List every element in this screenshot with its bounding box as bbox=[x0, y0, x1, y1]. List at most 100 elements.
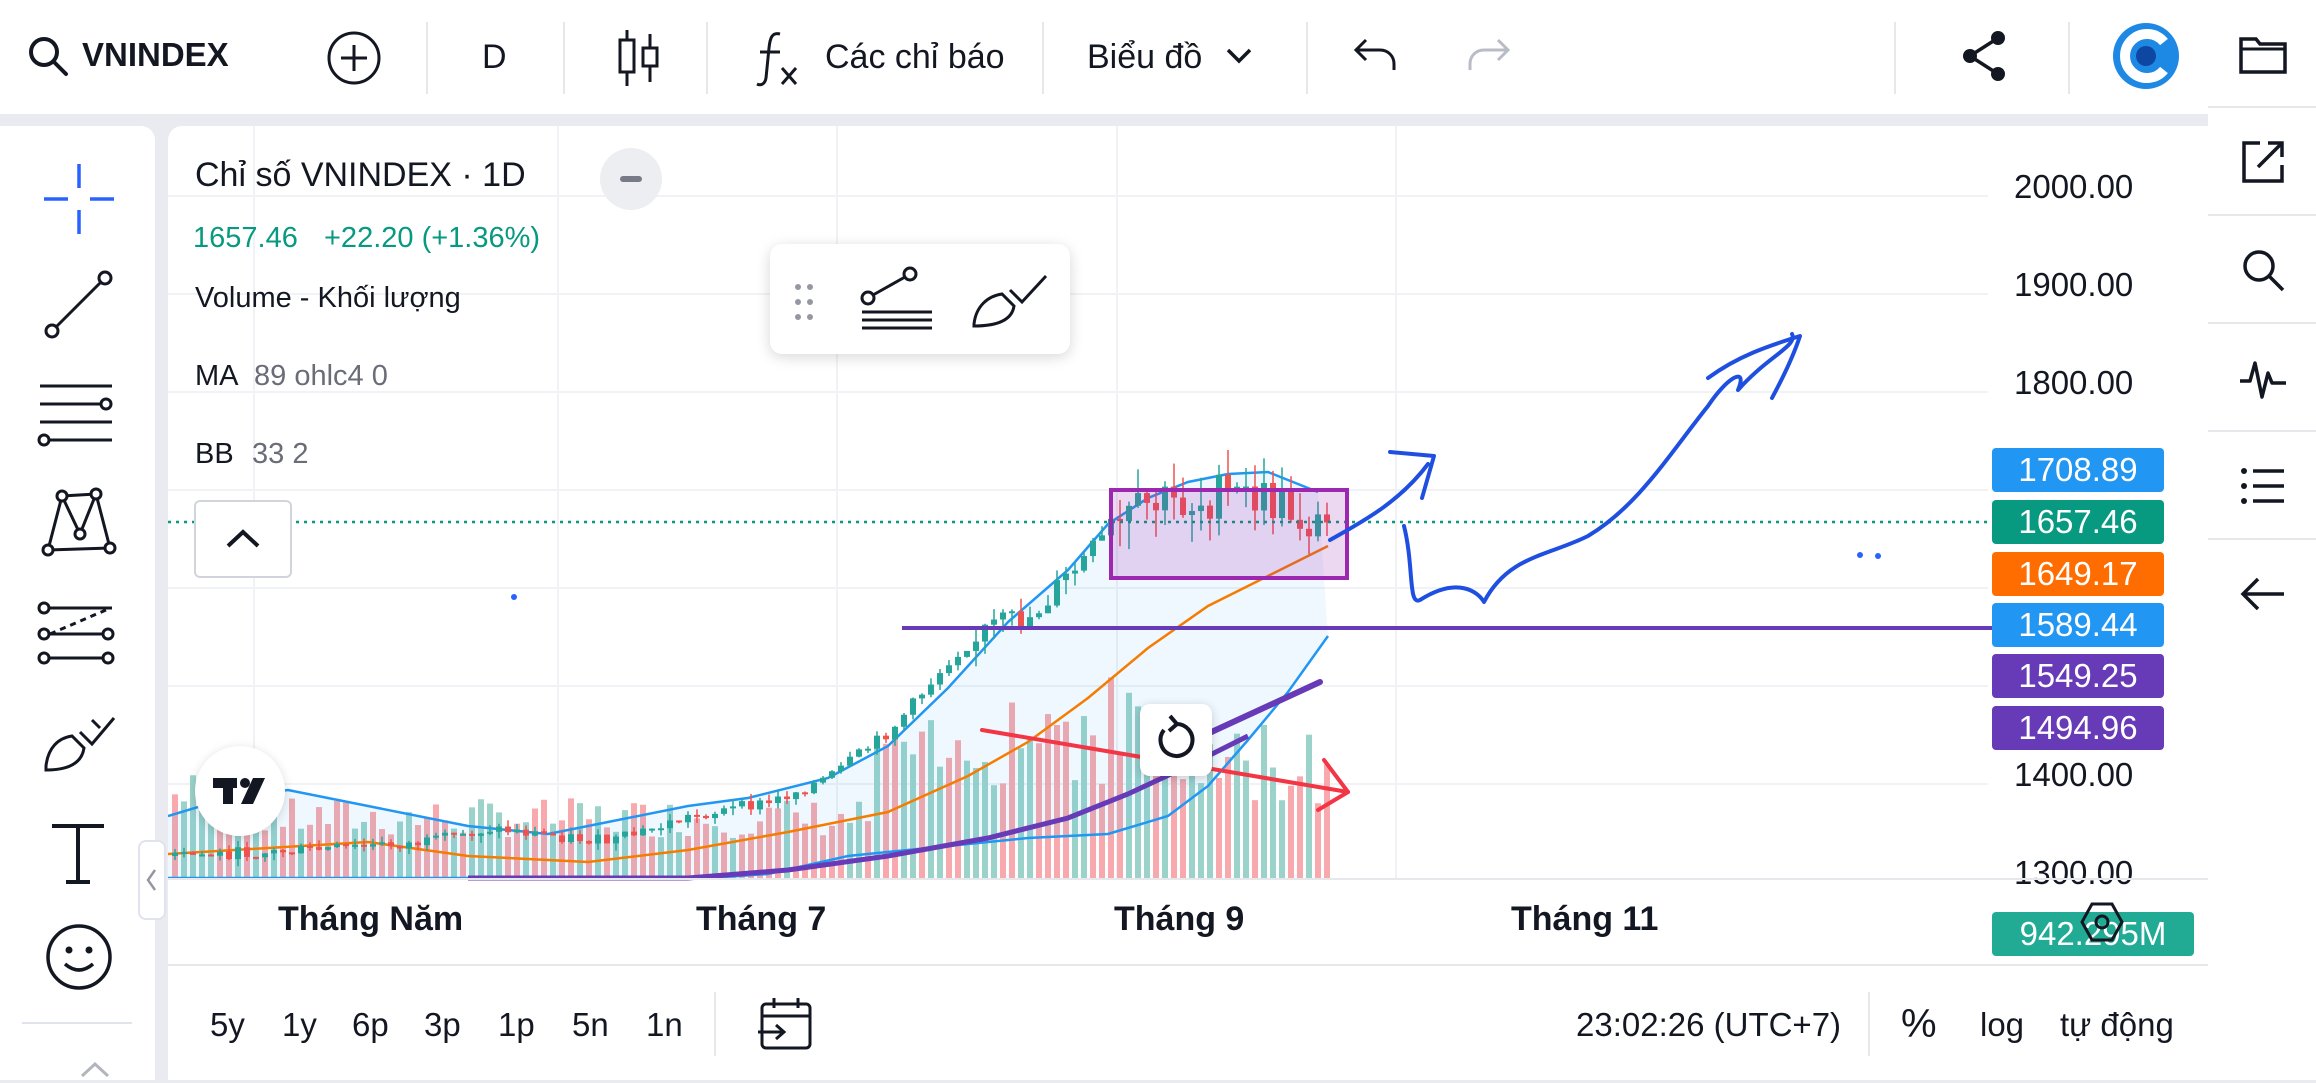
search-icon[interactable] bbox=[26, 34, 70, 83]
emoji-icon[interactable] bbox=[44, 922, 114, 997]
volume-legend[interactable]: Volume - Khối lượng bbox=[195, 282, 461, 314]
brush-tools-icon[interactable] bbox=[970, 268, 1050, 337]
open-external-icon bbox=[2242, 141, 2284, 183]
blue-arrow-drawing-2[interactable] bbox=[1402, 332, 1802, 604]
candle-body bbox=[784, 796, 790, 800]
right-sidebar bbox=[2208, 0, 2316, 1080]
clock[interactable]: 23:02:26 (UTC+7) bbox=[1576, 1006, 1842, 1043]
candle-body bbox=[1018, 611, 1024, 627]
chart-pane[interactable]: Chỉ số VNINDEX · 1D 1657.46 +22.20 (+1.3… bbox=[168, 126, 2208, 1080]
volume-bar bbox=[991, 785, 997, 878]
prediction-icon[interactable] bbox=[36, 596, 116, 675]
range-button[interactable]: 1p bbox=[498, 1006, 535, 1043]
volume-bar bbox=[514, 823, 520, 878]
watchlist-button[interactable] bbox=[2208, 432, 2316, 540]
volume-bar bbox=[1279, 800, 1285, 878]
interval-button[interactable]: D bbox=[482, 38, 507, 76]
symbol-search-button[interactable]: VNINDEX bbox=[82, 36, 229, 73]
add-symbol-icon[interactable] bbox=[326, 30, 382, 91]
range-button[interactable]: 5n bbox=[572, 1006, 609, 1043]
price-tag: 1649.17 bbox=[1992, 552, 2164, 596]
replay-button[interactable] bbox=[1140, 704, 1212, 776]
undo-icon[interactable] bbox=[1352, 36, 1398, 81]
bollinger-upper-line bbox=[168, 470, 1319, 836]
ma-legend-name[interactable]: MA bbox=[195, 360, 239, 392]
open-external-button[interactable] bbox=[2208, 108, 2316, 216]
candle-body bbox=[1144, 493, 1150, 503]
bb-legend-name[interactable]: BB bbox=[195, 438, 234, 470]
range-button[interactable]: 3p bbox=[424, 1006, 461, 1043]
candle-body bbox=[1324, 514, 1330, 523]
range-button[interactable]: 6p bbox=[352, 1006, 389, 1043]
candle-body bbox=[289, 852, 295, 855]
legend-toggle-button[interactable] bbox=[194, 500, 292, 578]
chevron-down-icon[interactable] bbox=[1224, 44, 1254, 71]
volume-bar bbox=[1198, 783, 1204, 878]
chart-settings-icon[interactable] bbox=[2078, 898, 2126, 951]
percent-toggle[interactable]: % bbox=[1901, 1002, 1937, 1046]
indicators-icon[interactable] bbox=[754, 28, 800, 93]
text-icon[interactable] bbox=[46, 818, 110, 893]
price-chart[interactable] bbox=[168, 126, 2208, 966]
folder-button[interactable] bbox=[2208, 0, 2316, 108]
candle-body bbox=[1081, 556, 1087, 571]
line-tools-icon[interactable] bbox=[858, 264, 934, 339]
auto-scale-toggle[interactable]: tự động bbox=[2060, 1006, 2174, 1043]
candle-body bbox=[460, 833, 466, 836]
candle-body bbox=[307, 845, 313, 848]
candle-body bbox=[1090, 540, 1096, 557]
candle-body bbox=[775, 796, 781, 804]
candle-body bbox=[1297, 519, 1303, 529]
crosshair-icon[interactable] bbox=[42, 162, 116, 241]
range-button[interactable]: 1y bbox=[282, 1006, 317, 1043]
range-button[interactable]: 5y bbox=[210, 1006, 245, 1043]
candle-body bbox=[235, 847, 241, 860]
legend-collapse-button[interactable] bbox=[600, 148, 662, 210]
volume-bar bbox=[541, 799, 547, 878]
candle-body bbox=[388, 842, 394, 847]
drag-handle-icon[interactable] bbox=[792, 282, 816, 327]
candle-body bbox=[1135, 493, 1141, 506]
volume-bar bbox=[703, 823, 709, 878]
candle-body bbox=[397, 846, 403, 849]
candle-body bbox=[1315, 514, 1321, 537]
go-to-date-icon[interactable] bbox=[756, 994, 816, 1059]
fib-levels-icon[interactable] bbox=[36, 374, 116, 453]
log-toggle[interactable]: log bbox=[1980, 1006, 2025, 1043]
app-logo-icon bbox=[2110, 20, 2182, 97]
trend-line-icon[interactable] bbox=[42, 268, 116, 347]
back-button[interactable] bbox=[2208, 540, 2316, 646]
candle-body bbox=[649, 828, 655, 831]
volume-bar bbox=[469, 807, 475, 878]
tradingview-logo[interactable] bbox=[195, 746, 285, 836]
volume-bar bbox=[1135, 706, 1141, 878]
volume-bar bbox=[712, 826, 718, 878]
volume-bar bbox=[586, 819, 592, 878]
blue-arrow-drawing-1[interactable] bbox=[1328, 450, 1436, 542]
back-arrow-icon bbox=[2240, 577, 2284, 611]
pattern-icon[interactable] bbox=[40, 486, 118, 565]
indicators-button[interactable]: Các chỉ báo bbox=[825, 38, 1005, 76]
pulse-button[interactable] bbox=[2208, 324, 2316, 432]
volume-bar bbox=[946, 757, 952, 878]
volume-bar bbox=[1180, 779, 1186, 878]
candle-body bbox=[316, 847, 322, 850]
volume-bar bbox=[910, 754, 916, 878]
collapse-toolbar-handle[interactable] bbox=[138, 840, 166, 920]
rectangle-drawing[interactable] bbox=[1109, 488, 1349, 580]
brush-icon[interactable] bbox=[40, 708, 120, 787]
volume-bar bbox=[838, 813, 844, 878]
range-button[interactable]: 1n bbox=[646, 1006, 683, 1043]
volume-bar bbox=[1171, 721, 1177, 878]
chart-type-button[interactable]: Biểu đồ bbox=[1087, 38, 1203, 76]
candle-body bbox=[1270, 482, 1276, 519]
candle-body bbox=[514, 829, 520, 833]
share-icon[interactable] bbox=[1958, 28, 2010, 89]
chevron-up-icon[interactable] bbox=[78, 1058, 112, 1083]
search-button[interactable] bbox=[2208, 216, 2316, 324]
redo-icon[interactable] bbox=[1466, 36, 1512, 81]
candle-body bbox=[433, 835, 439, 838]
candles-icon[interactable] bbox=[614, 26, 662, 95]
candle-body bbox=[478, 833, 484, 836]
volume-bar bbox=[1216, 777, 1222, 878]
